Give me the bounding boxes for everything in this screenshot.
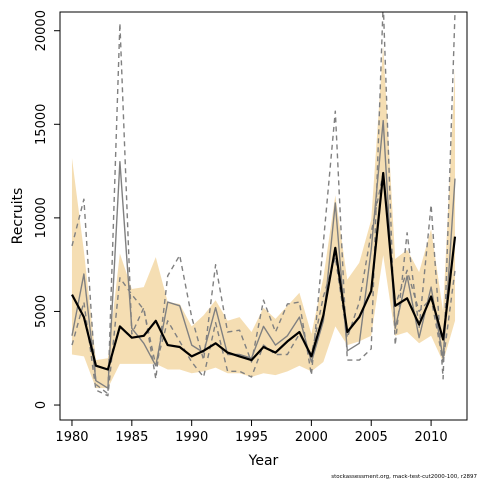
x-tick-label: 2000 [295, 430, 328, 445]
y-axis: 0 5000 10000 15000 20000 [34, 10, 61, 409]
series-layer [71, 12, 457, 397]
x-tick-label: 1980 [55, 430, 88, 445]
x-tick-label: 2010 [415, 430, 448, 445]
y-tick-label: 20000 [34, 10, 49, 51]
x-tick-label: 1990 [175, 430, 208, 445]
x-tick-label: 1985 [115, 430, 148, 445]
y-tick-label: 5000 [34, 295, 49, 328]
y-tick-label: 15000 [34, 104, 49, 145]
series-line-dashed-upper [71, 12, 456, 395]
y-axis-title: Recruits [10, 188, 26, 245]
y-tick-label: 0 [34, 401, 49, 409]
footnote: stockassessment.org, mack-test-cut2000-1… [331, 474, 477, 480]
x-axis-title: Year [248, 453, 279, 469]
x-tick-label: 2005 [355, 430, 388, 445]
series-line-estimate [71, 171, 457, 371]
y-tick-label: 10000 [34, 197, 49, 238]
x-tick-label: 1995 [235, 430, 268, 445]
x-axis: 1980 1985 1990 1995 2000 2005 2010 [55, 419, 448, 445]
